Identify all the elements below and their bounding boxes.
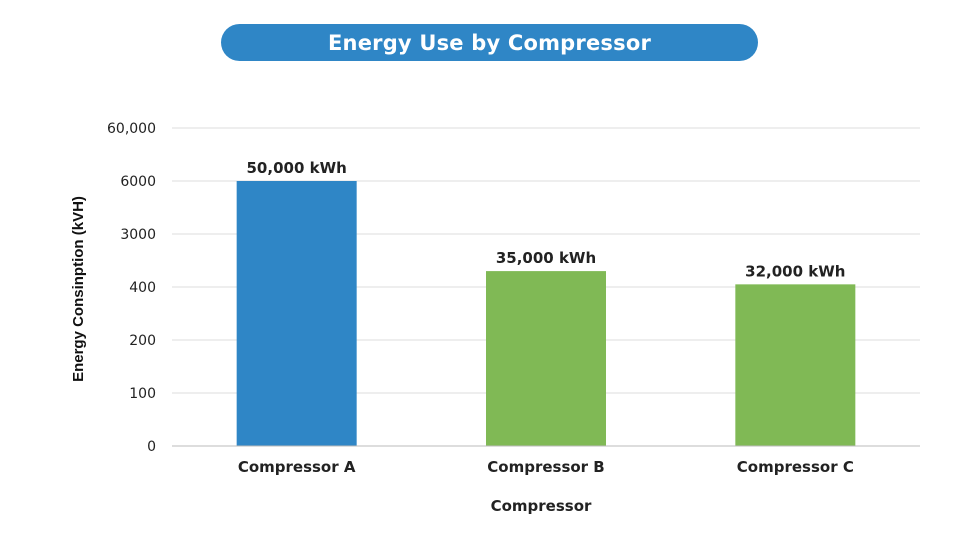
y-tick-label: 60,000 <box>107 121 156 137</box>
y-tick-label: 6000 <box>120 174 156 190</box>
x-axis-categories: Compressor A Compressor B Compressor C <box>238 458 854 476</box>
y-tick-label: 100 <box>129 386 156 402</box>
y-tick-label: 3000 <box>120 227 156 243</box>
data-label: 50,000 kWh <box>247 159 347 177</box>
x-axis-title: Compressor <box>491 497 592 515</box>
chart-title: Energy Use by Compressor <box>221 24 758 61</box>
bars <box>236 181 856 446</box>
y-tick-label: 0 <box>147 439 156 455</box>
y-tick-label: 400 <box>129 280 156 296</box>
data-labels: 50,000 kWh 35,000 kWh 32,000 kWh <box>247 159 846 280</box>
y-tick-label: 200 <box>129 333 156 349</box>
y-axis-title: Energy Consinption (kVH) <box>70 196 87 382</box>
x-category-label: Compressor C <box>737 458 854 476</box>
x-category-label: Compressor B <box>487 458 604 476</box>
bar <box>486 271 606 446</box>
data-label: 35,000 kWh <box>496 249 596 267</box>
data-label: 32,000 kWh <box>745 262 845 280</box>
bar <box>735 284 856 446</box>
bar <box>236 181 357 446</box>
x-category-label: Compressor A <box>238 458 356 476</box>
y-axis-ticks: 0 100 200 400 3000 6000 60,000 <box>107 121 156 455</box>
